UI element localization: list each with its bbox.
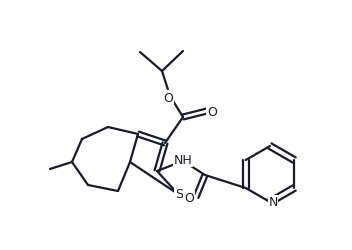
Text: NH: NH (174, 154, 193, 167)
Text: O: O (207, 105, 217, 118)
Text: O: O (163, 91, 173, 104)
Text: S: S (175, 188, 183, 201)
Text: O: O (184, 192, 194, 205)
Text: N: N (268, 196, 278, 209)
